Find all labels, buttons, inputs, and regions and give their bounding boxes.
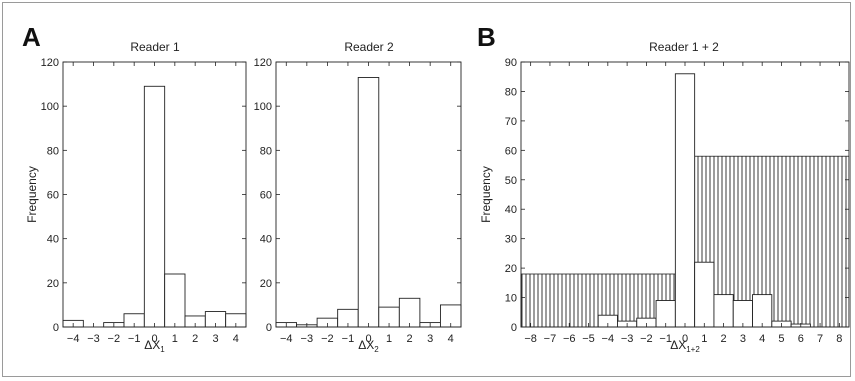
y-tick-label: 120 <box>254 57 272 69</box>
chart-3: −8 −7 −6 −5 −4 −3 −2 −1 0 1 2 3 4 5 6 7 8010203040506070… <box>479 40 850 354</box>
x-tick-label: −7 <box>544 333 557 345</box>
x-axis-label-subscript: 1 <box>160 345 165 354</box>
x-tick-label: 1 <box>172 333 178 345</box>
y-tick-label: 100 <box>254 101 272 113</box>
x-tick-label: 1 <box>386 333 392 345</box>
x-tick-label: 7 <box>817 333 823 345</box>
x-axis-label-base: ΔX <box>144 338 160 352</box>
x-tick-label: −1 <box>659 333 672 345</box>
x-axis-label-subscript: 2 <box>374 345 379 354</box>
x-tick-label: 3 <box>212 333 218 345</box>
y-tick-label: 0 <box>53 322 59 334</box>
x-axis-label-base: ΔX <box>670 338 686 352</box>
y-tick-label: 90 <box>505 57 517 69</box>
y-tick-label: 80 <box>505 86 517 98</box>
x-tick-label: 5 <box>778 333 784 345</box>
y-tick-label: 30 <box>505 234 517 246</box>
x-axis-label: ΔX1+2 <box>670 338 700 354</box>
x-tick-label: −1 <box>342 333 355 345</box>
bar <box>357 77 380 328</box>
y-tick-label: 120 <box>41 57 59 69</box>
y-tick-label: 20 <box>505 263 517 275</box>
bar <box>164 273 186 328</box>
x-tick-label: −3 <box>621 333 634 345</box>
x-axis-label-subscript: 1+2 <box>686 345 700 354</box>
y-tick-label: 100 <box>41 101 59 113</box>
y-tick-label: 60 <box>505 145 517 157</box>
x-tick-label: 1 <box>701 333 707 345</box>
x-tick-label: −8 <box>524 333 537 345</box>
chart-title: Reader 1 + 2 <box>649 40 719 54</box>
x-tick-label: 8 <box>836 333 842 345</box>
x-tick-label: 2 <box>721 333 727 345</box>
x-axis-label-base: ΔX <box>358 338 374 352</box>
y-axis-label: Frequency <box>479 166 493 223</box>
chart-title: Reader 2 <box>344 40 394 54</box>
y-tick-label: 40 <box>47 234 59 246</box>
y-tick-label: 60 <box>260 190 272 202</box>
y-tick-label: 10 <box>505 293 517 305</box>
x-tick-label: −2 <box>640 333 653 345</box>
x-tick-label: 3 <box>427 333 433 345</box>
x-axis-label: ΔX1 <box>144 338 165 354</box>
x-tick-label: −1 <box>128 333 141 345</box>
x-axis-label: ΔX2 <box>358 338 379 354</box>
x-tick-label: −6 <box>563 333 576 345</box>
x-tick-label: −3 <box>301 333 314 345</box>
x-tick-label: 2 <box>192 333 198 345</box>
x-tick-label: 4 <box>448 333 454 345</box>
x-tick-label: 6 <box>798 333 804 345</box>
panel-label-b: B <box>477 22 496 52</box>
x-tick-label: 0 <box>365 333 371 345</box>
x-tick-label: 2 <box>407 333 413 345</box>
bar <box>398 297 421 328</box>
y-tick-label: 0 <box>266 322 272 334</box>
bar <box>694 261 715 328</box>
y-tick-label: 40 <box>260 234 272 246</box>
y-axis-label: Frequency <box>25 166 39 223</box>
x-tick-label: 4 <box>759 333 765 345</box>
bar <box>674 73 696 328</box>
x-tick-label: −4 <box>280 333 293 345</box>
y-tick-label: 80 <box>47 145 59 157</box>
y-tick-label: 20 <box>47 278 59 290</box>
y-tick-label: 80 <box>260 145 272 157</box>
x-tick-label: −4 <box>602 333 615 345</box>
x-tick-label: −3 <box>87 333 100 345</box>
x-tick-label: −5 <box>582 333 595 345</box>
bar <box>713 294 734 328</box>
x-tick-label: 4 <box>233 333 239 345</box>
y-tick-label: 20 <box>260 278 272 290</box>
x-tick-label: −2 <box>321 333 334 345</box>
y-tick-label: 0 <box>511 322 517 334</box>
y-tick-label: 40 <box>505 204 517 216</box>
x-tick-label: −2 <box>108 333 121 345</box>
y-tick-label: 60 <box>47 190 59 202</box>
x-tick-label: 0 <box>151 333 157 345</box>
x-tick-label: 0 <box>682 333 688 345</box>
chart-title: Reader 1 <box>130 40 180 54</box>
y-tick-label: 70 <box>505 116 517 128</box>
panel-label-a: A <box>22 22 41 52</box>
y-tick-label: 50 <box>505 175 517 187</box>
bar <box>752 294 773 328</box>
x-tick-label: 3 <box>740 333 746 345</box>
bar <box>143 85 166 328</box>
x-tick-label: −4 <box>67 333 80 345</box>
